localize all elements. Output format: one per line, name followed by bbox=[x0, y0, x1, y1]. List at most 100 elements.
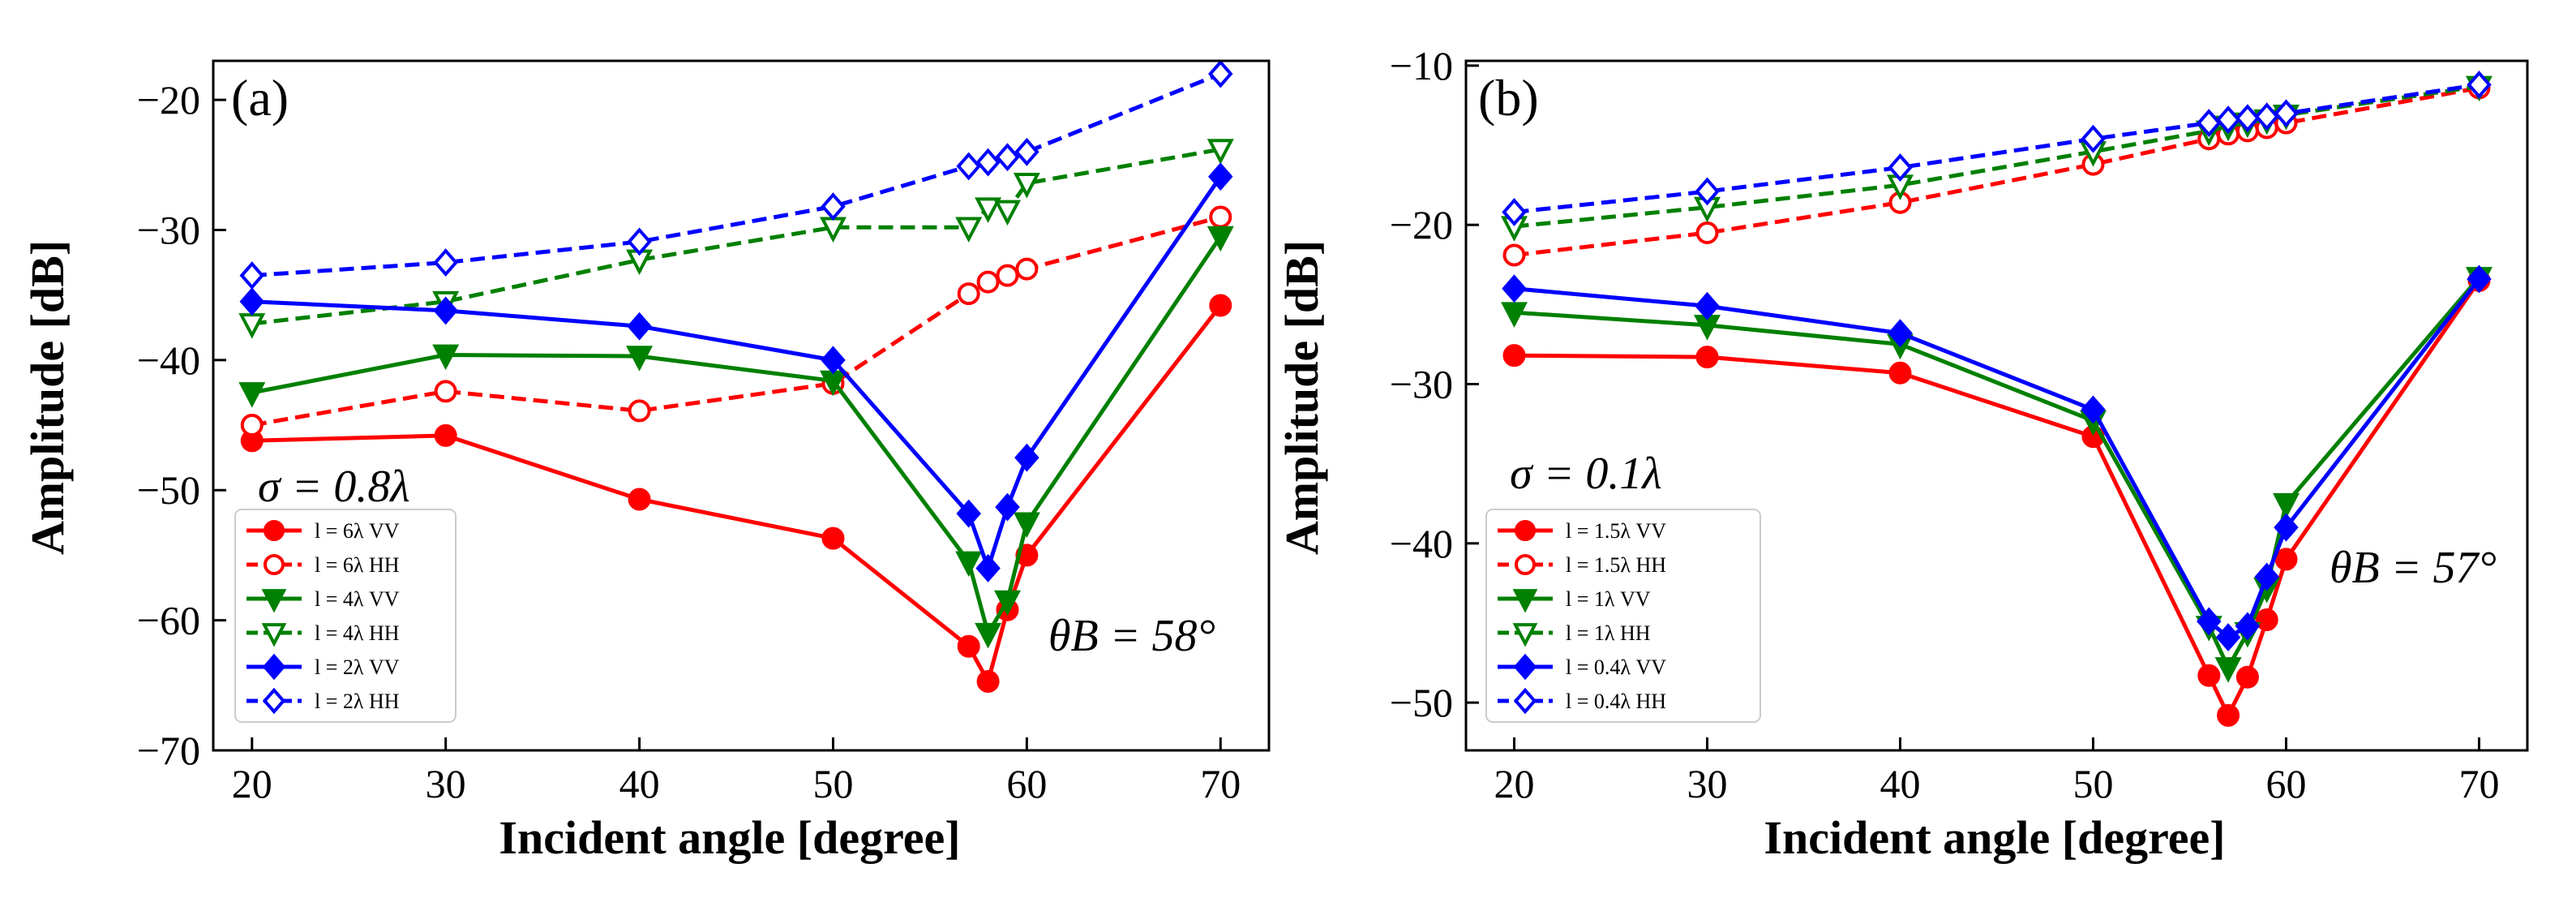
panel-b-legend-marker-1 bbox=[1515, 554, 1536, 575]
panel-b-xtick-label: 50 bbox=[2073, 761, 2114, 806]
panel-b-series-1-line bbox=[1514, 85, 2480, 257]
panel-b-series-1-point bbox=[1695, 221, 1719, 245]
panel-b-series-5-point bbox=[2274, 99, 2299, 128]
panel-a-series-0-point bbox=[976, 670, 1000, 693]
panel-a-series-0-point bbox=[821, 526, 845, 550]
panel-b-series-5-point bbox=[1695, 177, 1720, 206]
panel-b-series-2-point bbox=[2272, 492, 2300, 519]
panel-a: (a) Amplitude [dB] Incident angle [degre… bbox=[21, 59, 1271, 864]
panel-b-ytick-label: −50 bbox=[1390, 680, 1453, 725]
panel-a-legend-marker-3 bbox=[261, 623, 287, 647]
panel-b: (b) Amplitude [dB] Incident angle [degre… bbox=[1275, 43, 2529, 864]
panel-a-series-2-point bbox=[1013, 512, 1040, 539]
panel-a-ytick-label: −20 bbox=[137, 77, 200, 122]
panel-b-series-5-point bbox=[1502, 198, 1527, 226]
panel-b-ylabel: Amplitude [dB] bbox=[1275, 240, 1328, 555]
panel-a-series-5-point bbox=[433, 248, 458, 277]
panel-b-series-4-point bbox=[1695, 291, 1720, 320]
panel-b-series-5-point bbox=[2235, 104, 2261, 133]
panel-a-series-4-point bbox=[627, 312, 652, 341]
panel-a-series-5-point bbox=[627, 227, 652, 256]
panel-b-series-0-point bbox=[2217, 703, 2240, 727]
panel-b-xtick-label: 60 bbox=[2266, 761, 2307, 806]
panel-a-series-0-point bbox=[628, 488, 651, 511]
panel-a-xtick-label: 60 bbox=[1006, 761, 1047, 806]
panel-a-series-1-point bbox=[976, 270, 1000, 294]
panel-b-series-5-point bbox=[2215, 105, 2241, 135]
panel-a-ytick-label: −50 bbox=[137, 467, 200, 513]
panel-a-series-2-point bbox=[238, 382, 266, 408]
panel-a-legend-label-5: l = 2λ HH bbox=[315, 690, 400, 713]
panel-a-series-5-point bbox=[1208, 59, 1233, 88]
panel-a-ytick-label: −30 bbox=[137, 207, 200, 252]
panel-a-series-4-point bbox=[1014, 443, 1039, 472]
panel-b-legend-label-5: l = 0.4λ HH bbox=[1566, 690, 1666, 713]
panel-a-series-4-point bbox=[956, 499, 981, 528]
panel-a-ytick-label: −70 bbox=[137, 728, 200, 773]
panel-a-series-5-point bbox=[821, 192, 846, 221]
panel-a-series-4-point bbox=[821, 346, 846, 375]
panel-a-legend-marker-4 bbox=[262, 653, 286, 681]
panel-b-series-2-point bbox=[1500, 302, 1528, 328]
panel-b-sigma-annotation: σ = 0.1λ bbox=[1510, 449, 1662, 499]
panel-b-xtick-label: 20 bbox=[1494, 761, 1535, 806]
panel-b-series-4-point bbox=[2467, 264, 2492, 294]
panel-a-series-3-point bbox=[238, 313, 266, 339]
panel-a-theta-annotation: θB = 58° bbox=[1048, 611, 1215, 661]
panel-a-series-2-point bbox=[993, 590, 1021, 617]
panel-a-xlabel: Incident angle [degree] bbox=[499, 811, 960, 864]
panel-a-series-3-point bbox=[1207, 139, 1234, 165]
panel-a-legend-label-2: l = 4λ VV bbox=[315, 587, 400, 611]
panel-b-ytick-label: −10 bbox=[1390, 43, 1453, 88]
panel-a-series-1-point bbox=[996, 264, 1019, 287]
panel-b-series-5-point bbox=[2081, 124, 2106, 153]
panel-a-legend-marker-5 bbox=[262, 687, 286, 715]
panel-a-series-3-point bbox=[1013, 172, 1040, 199]
panel-b-series-4-point bbox=[1502, 274, 1527, 303]
panel-b-series-3-line bbox=[1514, 84, 2480, 229]
panel-b-series-5-point bbox=[1888, 153, 1913, 182]
panel-a-xtick-label: 30 bbox=[426, 761, 466, 806]
panel-a-series-5-point bbox=[975, 148, 1001, 177]
panel-b-series-4-point bbox=[2081, 395, 2106, 424]
panel-a-series-3-line bbox=[251, 147, 1221, 326]
panel-b-series-2-line bbox=[1514, 276, 2481, 670]
panel-b-series-4-line bbox=[1514, 277, 2481, 640]
panel-b-ytick-label: −40 bbox=[1390, 521, 1453, 566]
panel-a-series-1-point bbox=[240, 414, 264, 437]
panel-b-series-4-point bbox=[2197, 607, 2222, 636]
panel-b-xtick-label: 30 bbox=[1687, 761, 1728, 806]
panel-a-series-4-point bbox=[239, 287, 265, 316]
panel-b-series-1-point bbox=[1502, 243, 1526, 267]
panel-a-legend-label-0: l = 6λ VV bbox=[315, 519, 400, 543]
panel-b-legend-label-2: l = 1λ VV bbox=[1566, 587, 1651, 611]
panel-a-legend-marker-1 bbox=[264, 554, 285, 575]
panel-b-series-2-point bbox=[2214, 657, 2242, 683]
panel-b-series-5-point bbox=[2197, 109, 2222, 137]
panel-a-series-3-point bbox=[975, 197, 1002, 223]
panel-a-plot-frame bbox=[212, 59, 1271, 752]
panel-b-legend-label-1: l = 1.5λ HH bbox=[1566, 553, 1666, 577]
panel-b-label: (b) bbox=[1478, 69, 1539, 127]
panel-b-series-4-point bbox=[2274, 513, 2299, 542]
panel-a-series-5-point bbox=[995, 143, 1020, 172]
panel-a-ylabel: Amplitude [dB] bbox=[21, 240, 74, 555]
panel-a-xtick-label: 50 bbox=[812, 761, 853, 806]
panel-b-series-0-point bbox=[2274, 548, 2298, 571]
panel-a-series-1-point bbox=[434, 380, 457, 403]
panel-a-ytick-label: −40 bbox=[137, 337, 200, 383]
panel-a-label: (a) bbox=[231, 69, 289, 127]
panel-a-ytick-label: −60 bbox=[137, 598, 200, 643]
panel-a-series-1-point bbox=[628, 399, 651, 423]
panel-a-series-3-point bbox=[993, 200, 1021, 226]
panel-a-series-2-point bbox=[975, 622, 1002, 649]
panel-b-theta-annotation: θB = 57° bbox=[2330, 543, 2497, 593]
panel-b-series-4-point bbox=[2254, 562, 2279, 591]
panel-b-series-5-point bbox=[2254, 102, 2279, 131]
panel-b-ytick-label: −20 bbox=[1390, 202, 1453, 247]
panel-a-series-1-point bbox=[1209, 205, 1232, 229]
panel-a-series-5-point bbox=[239, 261, 265, 290]
panel-a-series-2-point bbox=[955, 551, 983, 578]
panel-b-ytick-label: −30 bbox=[1390, 361, 1453, 406]
